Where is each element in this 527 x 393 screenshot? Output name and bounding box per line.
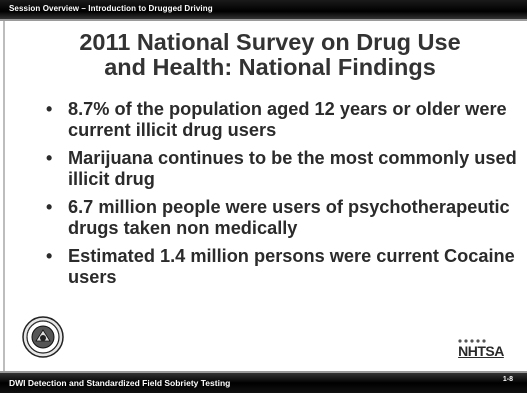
title-line-2: and Health: National Findings xyxy=(104,54,436,80)
bullet-text: Marijuana continues to be the most commo… xyxy=(68,148,517,189)
bullet-list: • 8.7% of the population aged 12 years o… xyxy=(42,99,522,295)
nhtsa-text: NHTSA xyxy=(458,343,504,359)
stars-icon xyxy=(458,339,486,343)
bullet-item: • 8.7% of the population aged 12 years o… xyxy=(42,99,522,141)
bullet-text: 6.7 million people were users of psychot… xyxy=(68,197,510,238)
bullet-dot-icon: • xyxy=(46,148,53,168)
bullet-text: 8.7% of the population aged 12 years or … xyxy=(68,99,507,140)
title-line-1: 2011 National Survey on Drug Use xyxy=(79,29,461,55)
section-title: Session Overview – Introduction to Drugg… xyxy=(9,4,213,13)
bullet-item: • Estimated 1.4 million persons were cur… xyxy=(42,246,522,288)
nhtsa-logo: NHTSA xyxy=(452,336,510,370)
bullet-text: Estimated 1.4 million persons were curre… xyxy=(68,246,515,287)
header-bar: Session Overview – Introduction to Drugg… xyxy=(0,0,527,21)
course-title: DWI Detection and Standardized Field Sob… xyxy=(9,378,231,388)
bullet-item: • 6.7 million people were users of psych… xyxy=(42,197,522,239)
bullet-dot-icon: • xyxy=(46,246,53,266)
seal-icon xyxy=(22,316,64,358)
bullet-dot-icon: • xyxy=(46,197,53,217)
footer-bar: DWI Detection and Standardized Field Sob… xyxy=(0,371,527,393)
slide-title: 2011 National Survey on Drug Use and Hea… xyxy=(20,30,520,80)
page-number: 1-8 xyxy=(502,376,513,383)
left-divider xyxy=(3,21,5,371)
bullet-dot-icon: • xyxy=(46,99,53,119)
bullet-item: • Marijuana continues to be the most com… xyxy=(42,148,522,190)
